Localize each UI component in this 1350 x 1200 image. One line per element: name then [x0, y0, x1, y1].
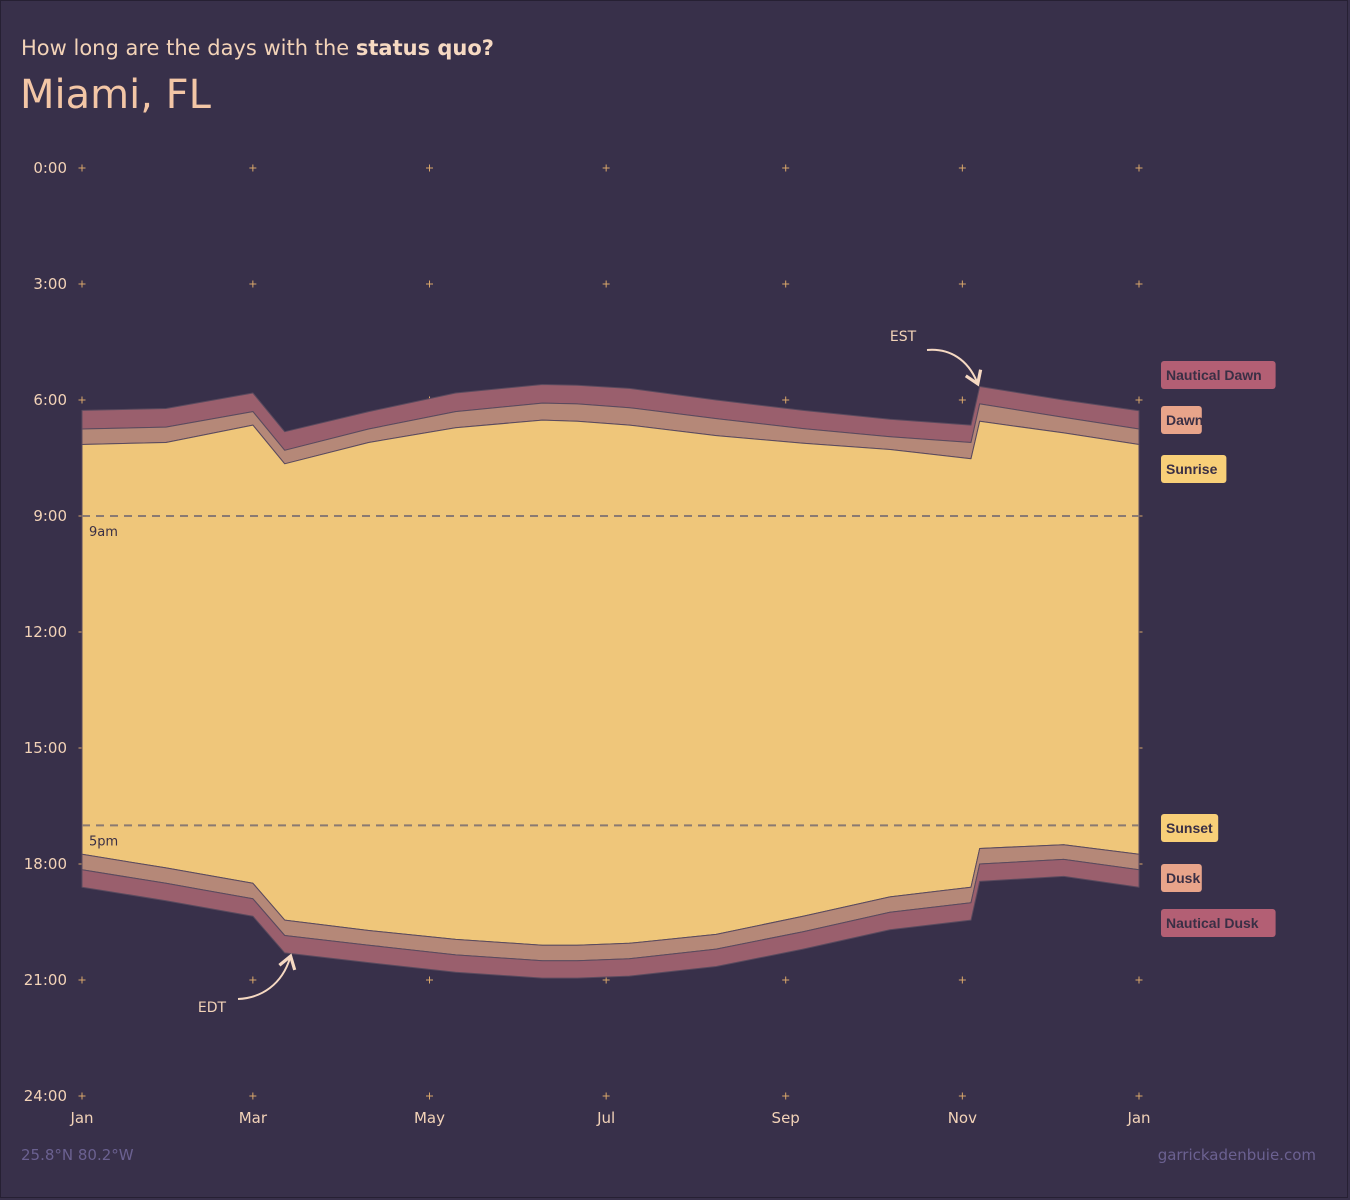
grid-mark: [78, 976, 86, 984]
grid-mark: [782, 396, 790, 404]
x-tick-label: May: [414, 1109, 445, 1127]
grid-mark: [249, 1092, 257, 1100]
grid-mark: [602, 1092, 610, 1100]
y-tick-label: 15:00: [24, 739, 67, 757]
annotation-edt-arrow: [237, 953, 297, 1000]
reference-line-label: 5pm: [89, 834, 118, 849]
grid-mark: [958, 164, 966, 172]
location-coordinates: 25.8°N 80.2°W: [21, 1146, 134, 1164]
grid-mark: [782, 280, 790, 288]
y-tick-label: 18:00: [24, 855, 67, 873]
grid-mark: [782, 1092, 790, 1100]
y-tick-label: 12:00: [24, 623, 67, 641]
grid-mark: [602, 164, 610, 172]
grid-mark: [1135, 1092, 1143, 1100]
y-tick-label: 3:00: [33, 275, 67, 293]
grid-mark: [78, 396, 86, 404]
legend-label: Nautical Dusk: [1166, 915, 1259, 931]
x-tick-label: Sep: [772, 1109, 800, 1127]
legend-label-bg: [1161, 361, 1276, 389]
grid-mark: [1135, 396, 1143, 404]
grid-mark: [958, 396, 966, 404]
x-tick-label: Mar: [239, 1109, 268, 1127]
y-tick-label: 24:00: [24, 1087, 67, 1105]
grid-mark: [1135, 976, 1143, 984]
grid-mark: [78, 1092, 86, 1100]
reference-line-label: 9am: [89, 525, 118, 540]
x-tick-label: Jul: [596, 1109, 615, 1127]
legend-label-bg: [1161, 814, 1219, 842]
legend-label-bg: [1161, 864, 1202, 892]
grid-mark: [958, 976, 966, 984]
grid-mark: [782, 976, 790, 984]
legend-label: Dawn: [1166, 412, 1203, 428]
credit-link[interactable]: garrickadenbuie.com: [1157, 1146, 1316, 1164]
grid-mark: [426, 976, 434, 984]
subtitle-prefix: How long are the days with the: [21, 36, 356, 60]
annotation-est-arrow: [926, 348, 983, 387]
y-tick-label: 0:00: [33, 159, 67, 177]
grid-mark: [602, 976, 610, 984]
grid-mark: [249, 976, 257, 984]
legend-label: Dusk: [1166, 870, 1200, 886]
legend-label: Sunrise: [1166, 461, 1218, 477]
x-tick-label: Jan: [1126, 1109, 1150, 1127]
grid-mark: [958, 280, 966, 288]
chart-subtitle: How long are the days with the status qu…: [21, 36, 494, 60]
grid-mark: [78, 280, 86, 288]
grid-mark: [249, 164, 257, 172]
legend-label: Sunset: [1166, 820, 1213, 836]
grid-mark: [426, 1092, 434, 1100]
legend-label-bg: [1161, 455, 1227, 483]
x-tick-label: Jan: [69, 1109, 93, 1127]
grid-mark: [1135, 280, 1143, 288]
grid-mark: [426, 164, 434, 172]
chart-title: Miami, FL: [20, 72, 211, 118]
legend-label-bg: [1161, 909, 1276, 937]
grid-mark: [249, 280, 257, 288]
annotation-est: EST: [890, 329, 917, 345]
legend-label-bg: [1161, 406, 1202, 434]
x-tick-label: Nov: [948, 1109, 977, 1127]
nautical-dusk-band: [81, 858, 1140, 979]
subtitle-emphasis: status quo?: [355, 36, 494, 60]
y-tick-label: 21:00: [24, 971, 67, 989]
grid-mark: [426, 280, 434, 288]
grid-mark: [1135, 164, 1143, 172]
legend-label: Nautical Dawn: [1166, 367, 1262, 383]
annotation-edt: EDT: [198, 1000, 227, 1016]
grid-mark: [602, 280, 610, 288]
grid-mark: [782, 164, 790, 172]
grid-mark: [78, 164, 86, 172]
y-tick-label: 6:00: [33, 391, 67, 409]
grid-mark: [958, 1092, 966, 1100]
y-tick-label: 9:00: [33, 507, 67, 525]
